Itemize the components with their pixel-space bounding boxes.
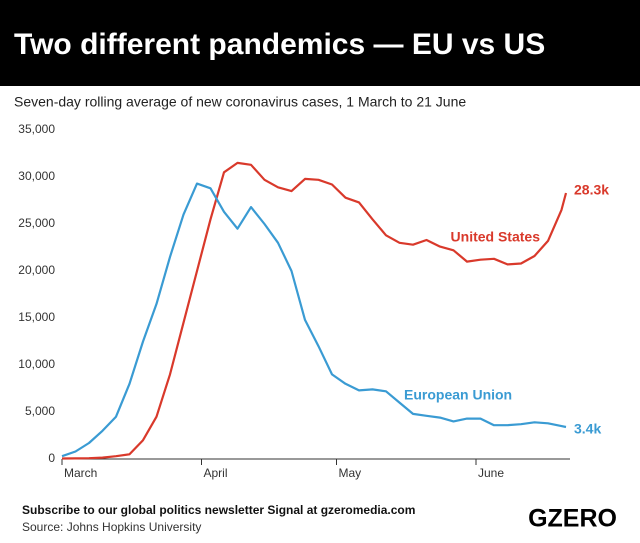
- y-tick-label: 30,000: [18, 169, 55, 183]
- y-tick-label: 20,000: [18, 263, 55, 277]
- source: Source: Johns Hopkins University: [22, 520, 201, 534]
- end-label: 3.4k: [574, 421, 601, 437]
- x-tick-label: April: [204, 466, 228, 480]
- end-label: 28.3k: [574, 182, 609, 198]
- x-tick-label: March: [64, 466, 97, 480]
- y-tick-label: 0: [48, 451, 55, 465]
- chart-title: Two different pandemics — EU vs US: [14, 28, 545, 61]
- y-tick-label: 5,000: [25, 404, 55, 418]
- y-tick-label: 15,000: [18, 310, 55, 324]
- x-tick-label: June: [478, 466, 504, 480]
- series-line: [61, 161, 568, 460]
- series-line: [61, 182, 567, 458]
- y-tick-label: 25,000: [18, 216, 55, 230]
- subtitle: Seven-day rolling average of new coronav…: [14, 94, 466, 110]
- y-tick-label: 35,000: [18, 122, 55, 136]
- y-tick-label: 10,000: [18, 357, 55, 371]
- x-tick-label: May: [339, 466, 362, 480]
- legend-label: European Union: [404, 387, 512, 403]
- logo: GZERO: [528, 505, 617, 533]
- subscribe-note: Subscribe to our global politics newslet…: [22, 503, 415, 517]
- legend-label: United States: [451, 229, 541, 245]
- title-bar: [0, 0, 640, 86]
